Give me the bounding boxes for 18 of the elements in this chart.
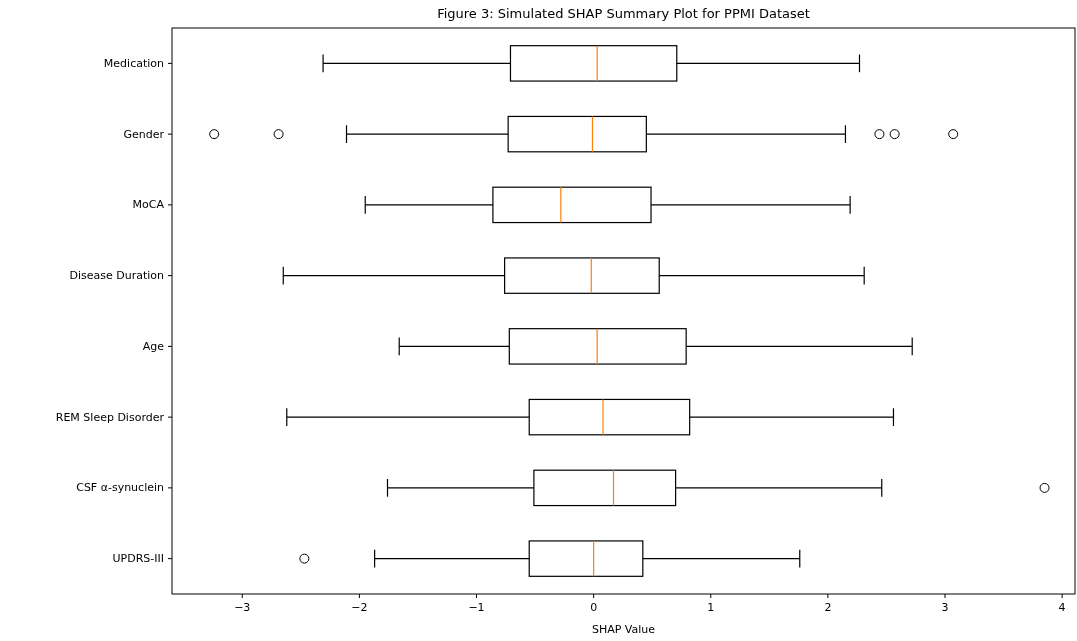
x-tick-label: −3	[234, 601, 251, 614]
chart-title: Figure 3: Simulated SHAP Summary Plot for PPMI Dataset	[437, 6, 810, 21]
y-tick-label: Medication	[103, 56, 165, 70]
y-tick-label: Disease Duration	[69, 269, 165, 283]
y-tick-label: REM Sleep Disorder	[55, 410, 165, 424]
x-tick-label: 2	[824, 601, 832, 614]
x-tick-label: −1	[468, 601, 485, 614]
y-tick-label: Age	[142, 339, 165, 353]
y-tick-label: UPDRS-III	[112, 552, 164, 566]
x-tick-label: 4	[1058, 601, 1066, 614]
y-tick-label: CSF α-synuclein	[76, 481, 165, 495]
x-tick-label: 0	[590, 601, 598, 614]
x-tick-label: 1	[707, 601, 715, 614]
x-axis-title: SHAP Value	[591, 623, 656, 636]
y-tick-label: MoCA	[132, 198, 165, 212]
x-tick-label: −2	[351, 601, 368, 614]
x-tick-label: 3	[941, 601, 949, 614]
y-tick-label: Gender	[123, 127, 165, 141]
